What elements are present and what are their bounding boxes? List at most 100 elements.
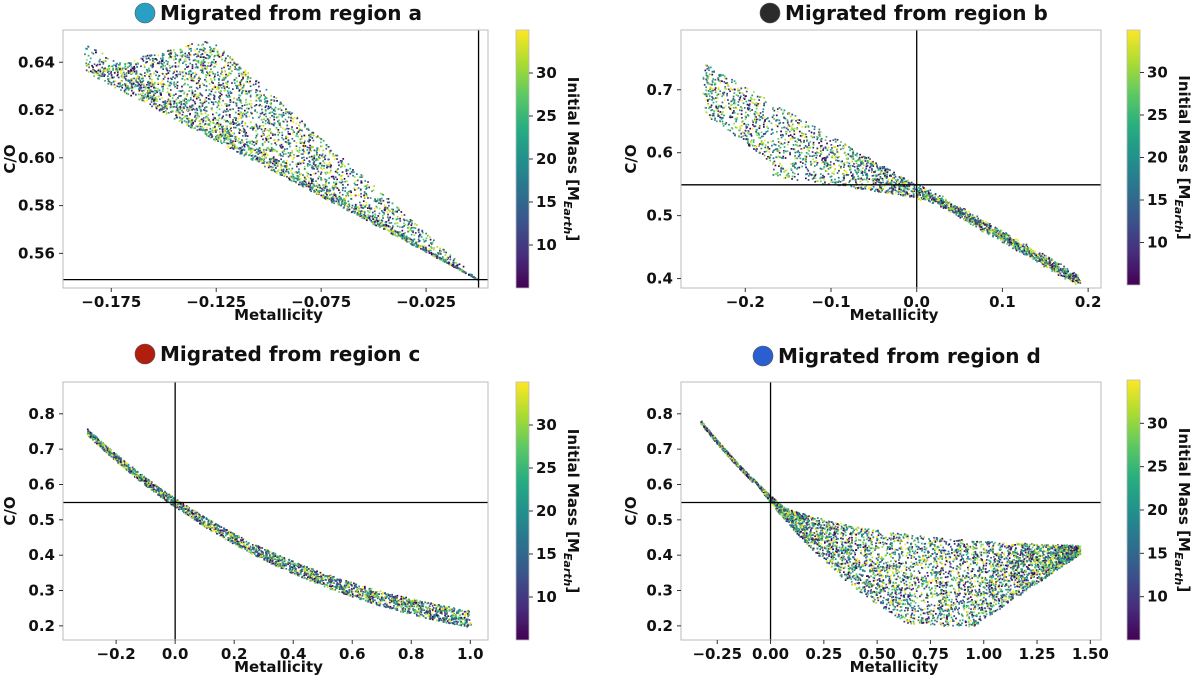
data-point xyxy=(138,78,140,80)
data-point xyxy=(775,119,777,122)
data-point xyxy=(201,125,203,128)
data-point xyxy=(782,112,784,115)
data-point xyxy=(334,170,337,173)
data-point xyxy=(340,203,343,205)
data-point xyxy=(140,86,143,89)
data-point xyxy=(225,110,227,113)
data-point xyxy=(310,180,313,182)
data-point xyxy=(819,139,822,141)
data-point xyxy=(241,125,244,127)
data-point xyxy=(796,166,799,169)
data-point xyxy=(242,76,244,79)
data-point xyxy=(264,106,267,108)
data-point xyxy=(219,124,222,127)
data-point xyxy=(171,97,174,99)
data-point xyxy=(454,266,457,269)
data-point xyxy=(823,157,826,159)
data-point xyxy=(901,177,904,179)
data-point xyxy=(819,177,822,180)
data-point xyxy=(197,96,200,99)
data-point xyxy=(99,68,101,71)
data-point xyxy=(153,84,155,87)
data-point xyxy=(254,149,256,152)
data-point xyxy=(179,48,182,51)
data-point xyxy=(862,167,864,170)
data-point xyxy=(979,219,982,222)
data-point xyxy=(824,146,827,149)
data-point xyxy=(215,88,218,90)
data-point xyxy=(313,189,315,192)
data-point xyxy=(409,240,412,243)
data-point xyxy=(256,94,259,96)
data-point xyxy=(163,53,165,56)
data-point xyxy=(275,162,278,164)
data-point xyxy=(371,190,373,192)
data-point xyxy=(154,58,156,60)
data-point xyxy=(161,73,164,75)
data-point xyxy=(264,122,267,125)
data-point xyxy=(155,58,157,60)
data-point xyxy=(389,226,391,228)
data-point xyxy=(226,90,229,92)
data-point xyxy=(285,162,287,164)
data-point xyxy=(843,175,845,177)
data-point xyxy=(382,211,384,214)
data-point xyxy=(123,91,126,94)
data-point xyxy=(170,82,173,85)
data-point xyxy=(446,257,448,259)
data-point xyxy=(778,151,781,154)
data-point xyxy=(285,135,287,138)
data-point xyxy=(144,75,146,77)
data-point xyxy=(222,133,225,136)
data-point xyxy=(221,73,224,76)
data-point xyxy=(416,241,418,244)
data-point xyxy=(149,103,152,106)
data-point xyxy=(209,133,212,135)
data-point xyxy=(247,90,250,93)
data-point xyxy=(266,161,268,164)
data-point xyxy=(173,118,176,120)
data-point xyxy=(210,63,213,66)
data-point xyxy=(251,150,253,152)
data-point xyxy=(110,75,113,77)
data-point xyxy=(282,127,284,130)
data-point xyxy=(326,171,329,174)
data-point xyxy=(346,172,348,175)
data-point xyxy=(320,190,323,193)
data-point xyxy=(255,123,258,126)
data-point xyxy=(719,116,721,119)
data-point xyxy=(277,163,280,165)
data-point xyxy=(340,198,343,201)
data-point xyxy=(193,127,195,130)
data-point xyxy=(207,124,210,126)
data-point xyxy=(153,98,155,100)
data-point xyxy=(140,57,143,60)
data-point xyxy=(351,171,353,174)
data-point xyxy=(283,114,285,116)
data-point xyxy=(392,225,394,227)
data-point xyxy=(342,158,345,160)
data-point xyxy=(882,179,884,181)
data-point xyxy=(142,98,144,100)
data-point xyxy=(298,129,301,132)
data-point xyxy=(221,54,224,56)
data-point xyxy=(187,65,190,68)
data-point xyxy=(763,126,765,128)
data-point xyxy=(176,104,178,107)
data-point xyxy=(175,109,178,112)
data-point xyxy=(157,83,160,85)
data-point xyxy=(892,178,894,180)
data-point xyxy=(1015,247,1017,249)
data-point xyxy=(213,54,216,57)
data-point xyxy=(258,116,260,119)
data-point xyxy=(218,97,221,100)
data-point xyxy=(369,215,371,217)
data-point xyxy=(289,133,291,136)
data-point xyxy=(804,145,807,147)
data-point xyxy=(794,155,796,157)
data-point xyxy=(337,187,340,190)
data-point xyxy=(341,174,344,177)
data-point xyxy=(268,129,271,131)
data-point xyxy=(819,145,822,147)
data-point xyxy=(268,134,270,137)
